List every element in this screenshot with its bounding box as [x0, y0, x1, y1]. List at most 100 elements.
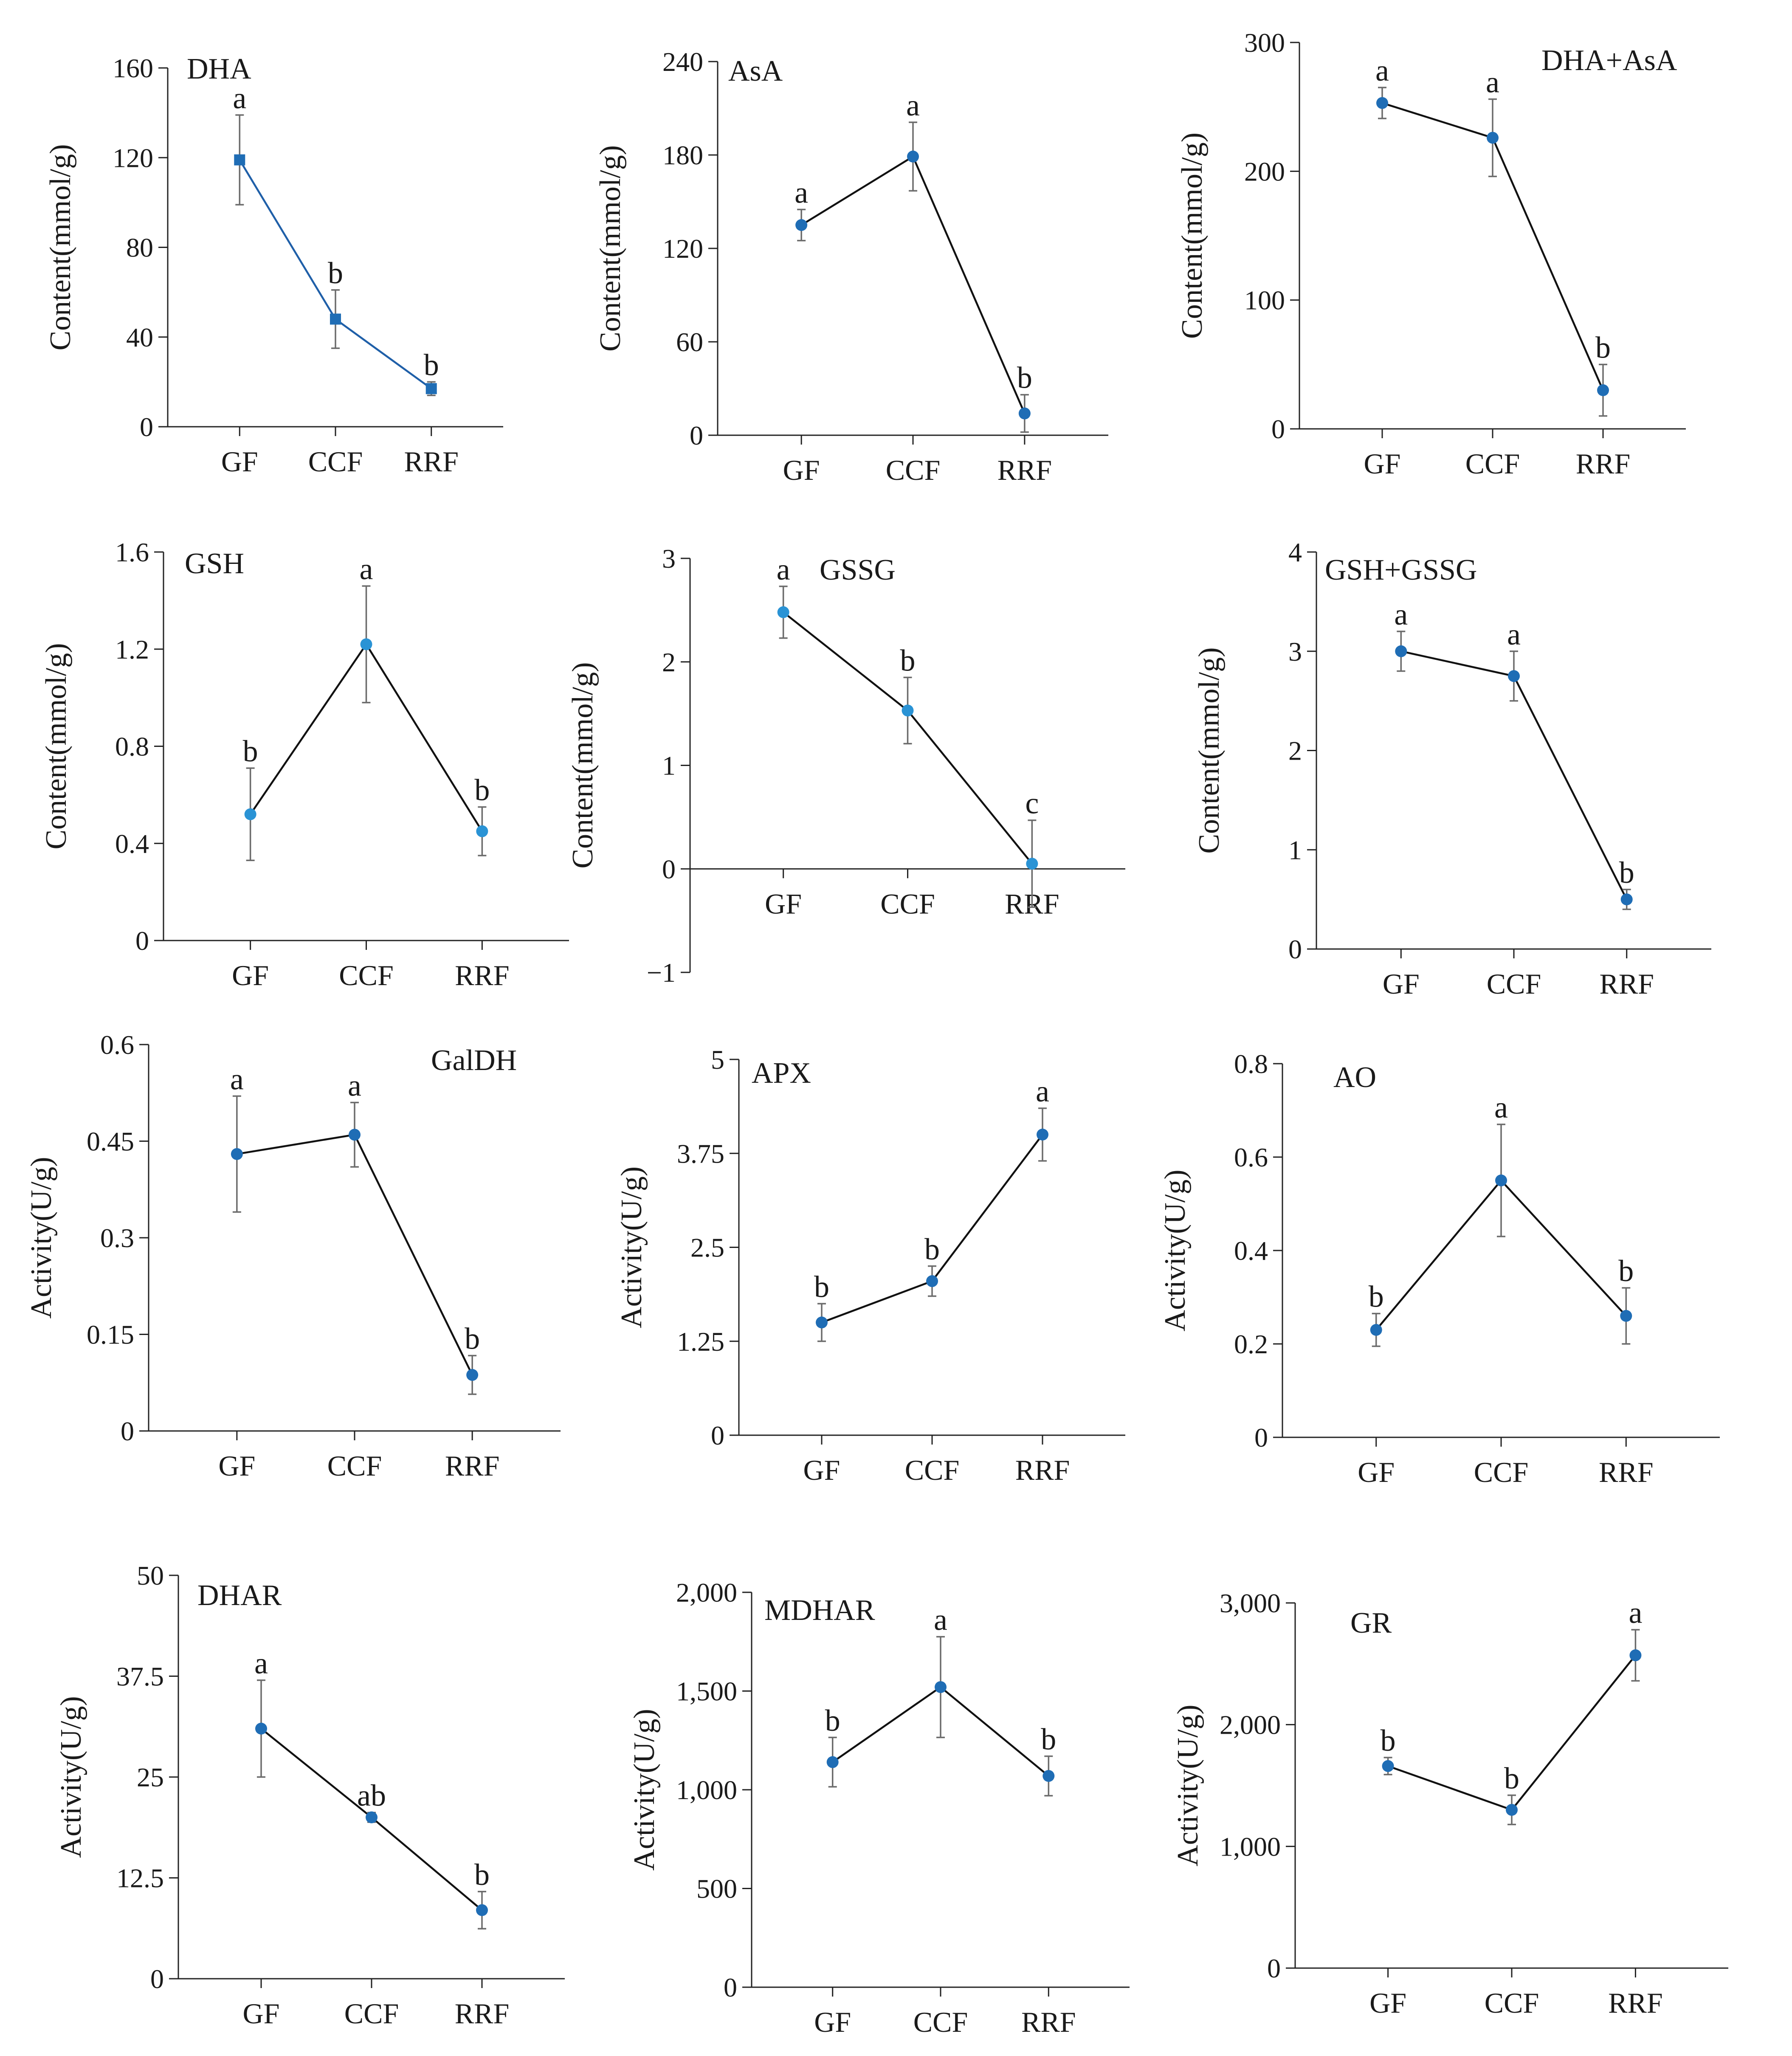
- x-tick-label: GF: [221, 445, 258, 478]
- data-point: [255, 1723, 267, 1735]
- y-tick-label: 80: [126, 233, 153, 263]
- significance-letter: c: [1025, 786, 1039, 820]
- y-tick-label: 1,000: [1220, 1831, 1281, 1862]
- data-point: [476, 1904, 488, 1916]
- y-tick-label: 0: [1288, 934, 1302, 964]
- data-point: [1018, 407, 1031, 420]
- significance-letter: a: [1486, 65, 1499, 99]
- y-tick-label: 180: [662, 140, 703, 170]
- x-tick-label: GF: [803, 1454, 840, 1486]
- y-tick-label: 3,000: [1220, 1588, 1281, 1618]
- significance-letter: b: [924, 1232, 940, 1266]
- data-point: [1508, 670, 1520, 682]
- y-tick-label: 1,500: [676, 1676, 737, 1707]
- y-tick-label: 3: [662, 544, 676, 574]
- y-tick-label: 2,000: [1220, 1710, 1281, 1740]
- x-tick-label: GF: [1358, 1456, 1395, 1488]
- data-point: [231, 1148, 243, 1160]
- significance-letter: b: [1595, 330, 1611, 364]
- data-point: [1487, 132, 1499, 144]
- data-point: [1376, 97, 1388, 109]
- y-axis-label: Content(mmol/g): [44, 144, 77, 350]
- y-axis-label: Activity(U/g): [615, 1166, 648, 1328]
- chart-panel-dha-plus-asa: 0 100 200 300 GF CCF RRF Content(mmol/g) DHA+AsA…: [1176, 28, 1686, 480]
- x-tick-label: CCF: [327, 1450, 382, 1482]
- x-tick-label: CCF: [308, 445, 363, 478]
- chart-panel-gr: 0 1,000 2,000 3,000 GF CCF RRF Activity(U/g) GR b…: [1172, 1588, 1728, 2019]
- x-tick-label: RRF: [1608, 1987, 1663, 2019]
- series-line: [800, 155, 1026, 414]
- chart-panel-galdh: 0 0.15 0.3 0.45 0.6 GF CCF RRF Activity(U/g) GalD…: [25, 1030, 561, 1482]
- data-point: [1370, 1324, 1382, 1336]
- significance-letter: a: [254, 1646, 268, 1680]
- chart-title: DHAR: [197, 1579, 282, 1612]
- data-point: [1629, 1649, 1642, 1662]
- y-tick-label: 0: [690, 420, 703, 451]
- y-tick-label: 2.5: [690, 1233, 724, 1263]
- x-tick-label: CCF: [1487, 968, 1541, 1000]
- y-axis-label: Activity(U/g): [628, 1709, 661, 1870]
- significance-letter: a: [1394, 597, 1408, 631]
- data-point: [907, 150, 919, 163]
- significance-letter: a: [1036, 1074, 1049, 1108]
- chart-title: MDHAR: [764, 1594, 875, 1627]
- data-point: [330, 313, 341, 325]
- x-tick-label: CCF: [905, 1454, 960, 1486]
- y-axis-label: Activity(U/g): [55, 1696, 87, 1858]
- y-tick-label: 0: [711, 1420, 724, 1450]
- y-tick-label: −1: [647, 958, 676, 988]
- y-tick-label: 0: [1271, 414, 1285, 444]
- significance-letter: b: [1504, 1761, 1519, 1795]
- data-point: [795, 219, 808, 231]
- data-point: [476, 825, 488, 837]
- y-tick-label: 120: [113, 143, 153, 173]
- y-tick-label: 60: [676, 327, 703, 357]
- x-tick-label: GF: [1383, 968, 1420, 1000]
- significance-letter: b: [1041, 1722, 1056, 1756]
- y-tick-label: 0.8: [115, 732, 149, 762]
- significance-letter: b: [1017, 361, 1032, 395]
- significance-letter: b: [465, 1322, 480, 1356]
- data-point: [935, 1681, 947, 1693]
- data-point: [1506, 1804, 1518, 1816]
- y-tick-label: 3.75: [677, 1138, 724, 1169]
- significance-letter: a: [348, 1069, 361, 1103]
- x-tick-label: RRF: [1599, 1456, 1654, 1488]
- data-point: [466, 1369, 479, 1381]
- y-tick-label: 25: [137, 1762, 164, 1792]
- y-tick-label: 2,000: [676, 1577, 737, 1608]
- x-tick-label: CCF: [344, 1997, 399, 2030]
- significance-letter: a: [795, 175, 808, 209]
- significance-letter: b: [1381, 1724, 1396, 1757]
- y-tick-label: 0.8: [1234, 1049, 1268, 1079]
- y-tick-label: 3: [1288, 637, 1302, 667]
- data-point: [1382, 1760, 1394, 1772]
- significance-letter: a: [360, 552, 373, 586]
- significance-letter: b: [825, 1704, 840, 1738]
- x-tick-label: RRF: [1599, 968, 1654, 1000]
- y-tick-label: 0.3: [100, 1223, 134, 1253]
- chart-panel-gsh-plus-gssg: 0 1 2 3 4 GF CCF RRF Content(mmol/g) GSH+GSSG a a b: [1193, 537, 1711, 1000]
- y-tick-label: 4: [1288, 537, 1302, 567]
- significance-letter: a: [230, 1062, 244, 1096]
- significance-letter: b: [424, 348, 439, 382]
- x-tick-label: RRF: [997, 454, 1052, 486]
- y-tick-label: 160: [113, 53, 153, 83]
- y-tick-label: 0: [662, 854, 676, 884]
- x-tick-label: CCF: [886, 454, 941, 486]
- significance-letter: a: [1494, 1090, 1508, 1124]
- x-tick-label: RRF: [455, 959, 510, 991]
- y-tick-label: 0: [1267, 1953, 1281, 1983]
- chart-title: DHA: [187, 53, 251, 85]
- chart-title: GR: [1350, 1607, 1392, 1639]
- significance-letter: b: [1619, 856, 1634, 890]
- significance-letter: b: [243, 734, 258, 768]
- data-point: [360, 638, 372, 651]
- data-point: [1043, 1770, 1055, 1782]
- data-point: [1037, 1129, 1048, 1141]
- y-tick-label: 12.5: [116, 1863, 164, 1893]
- y-tick-label: 0.6: [1234, 1142, 1268, 1172]
